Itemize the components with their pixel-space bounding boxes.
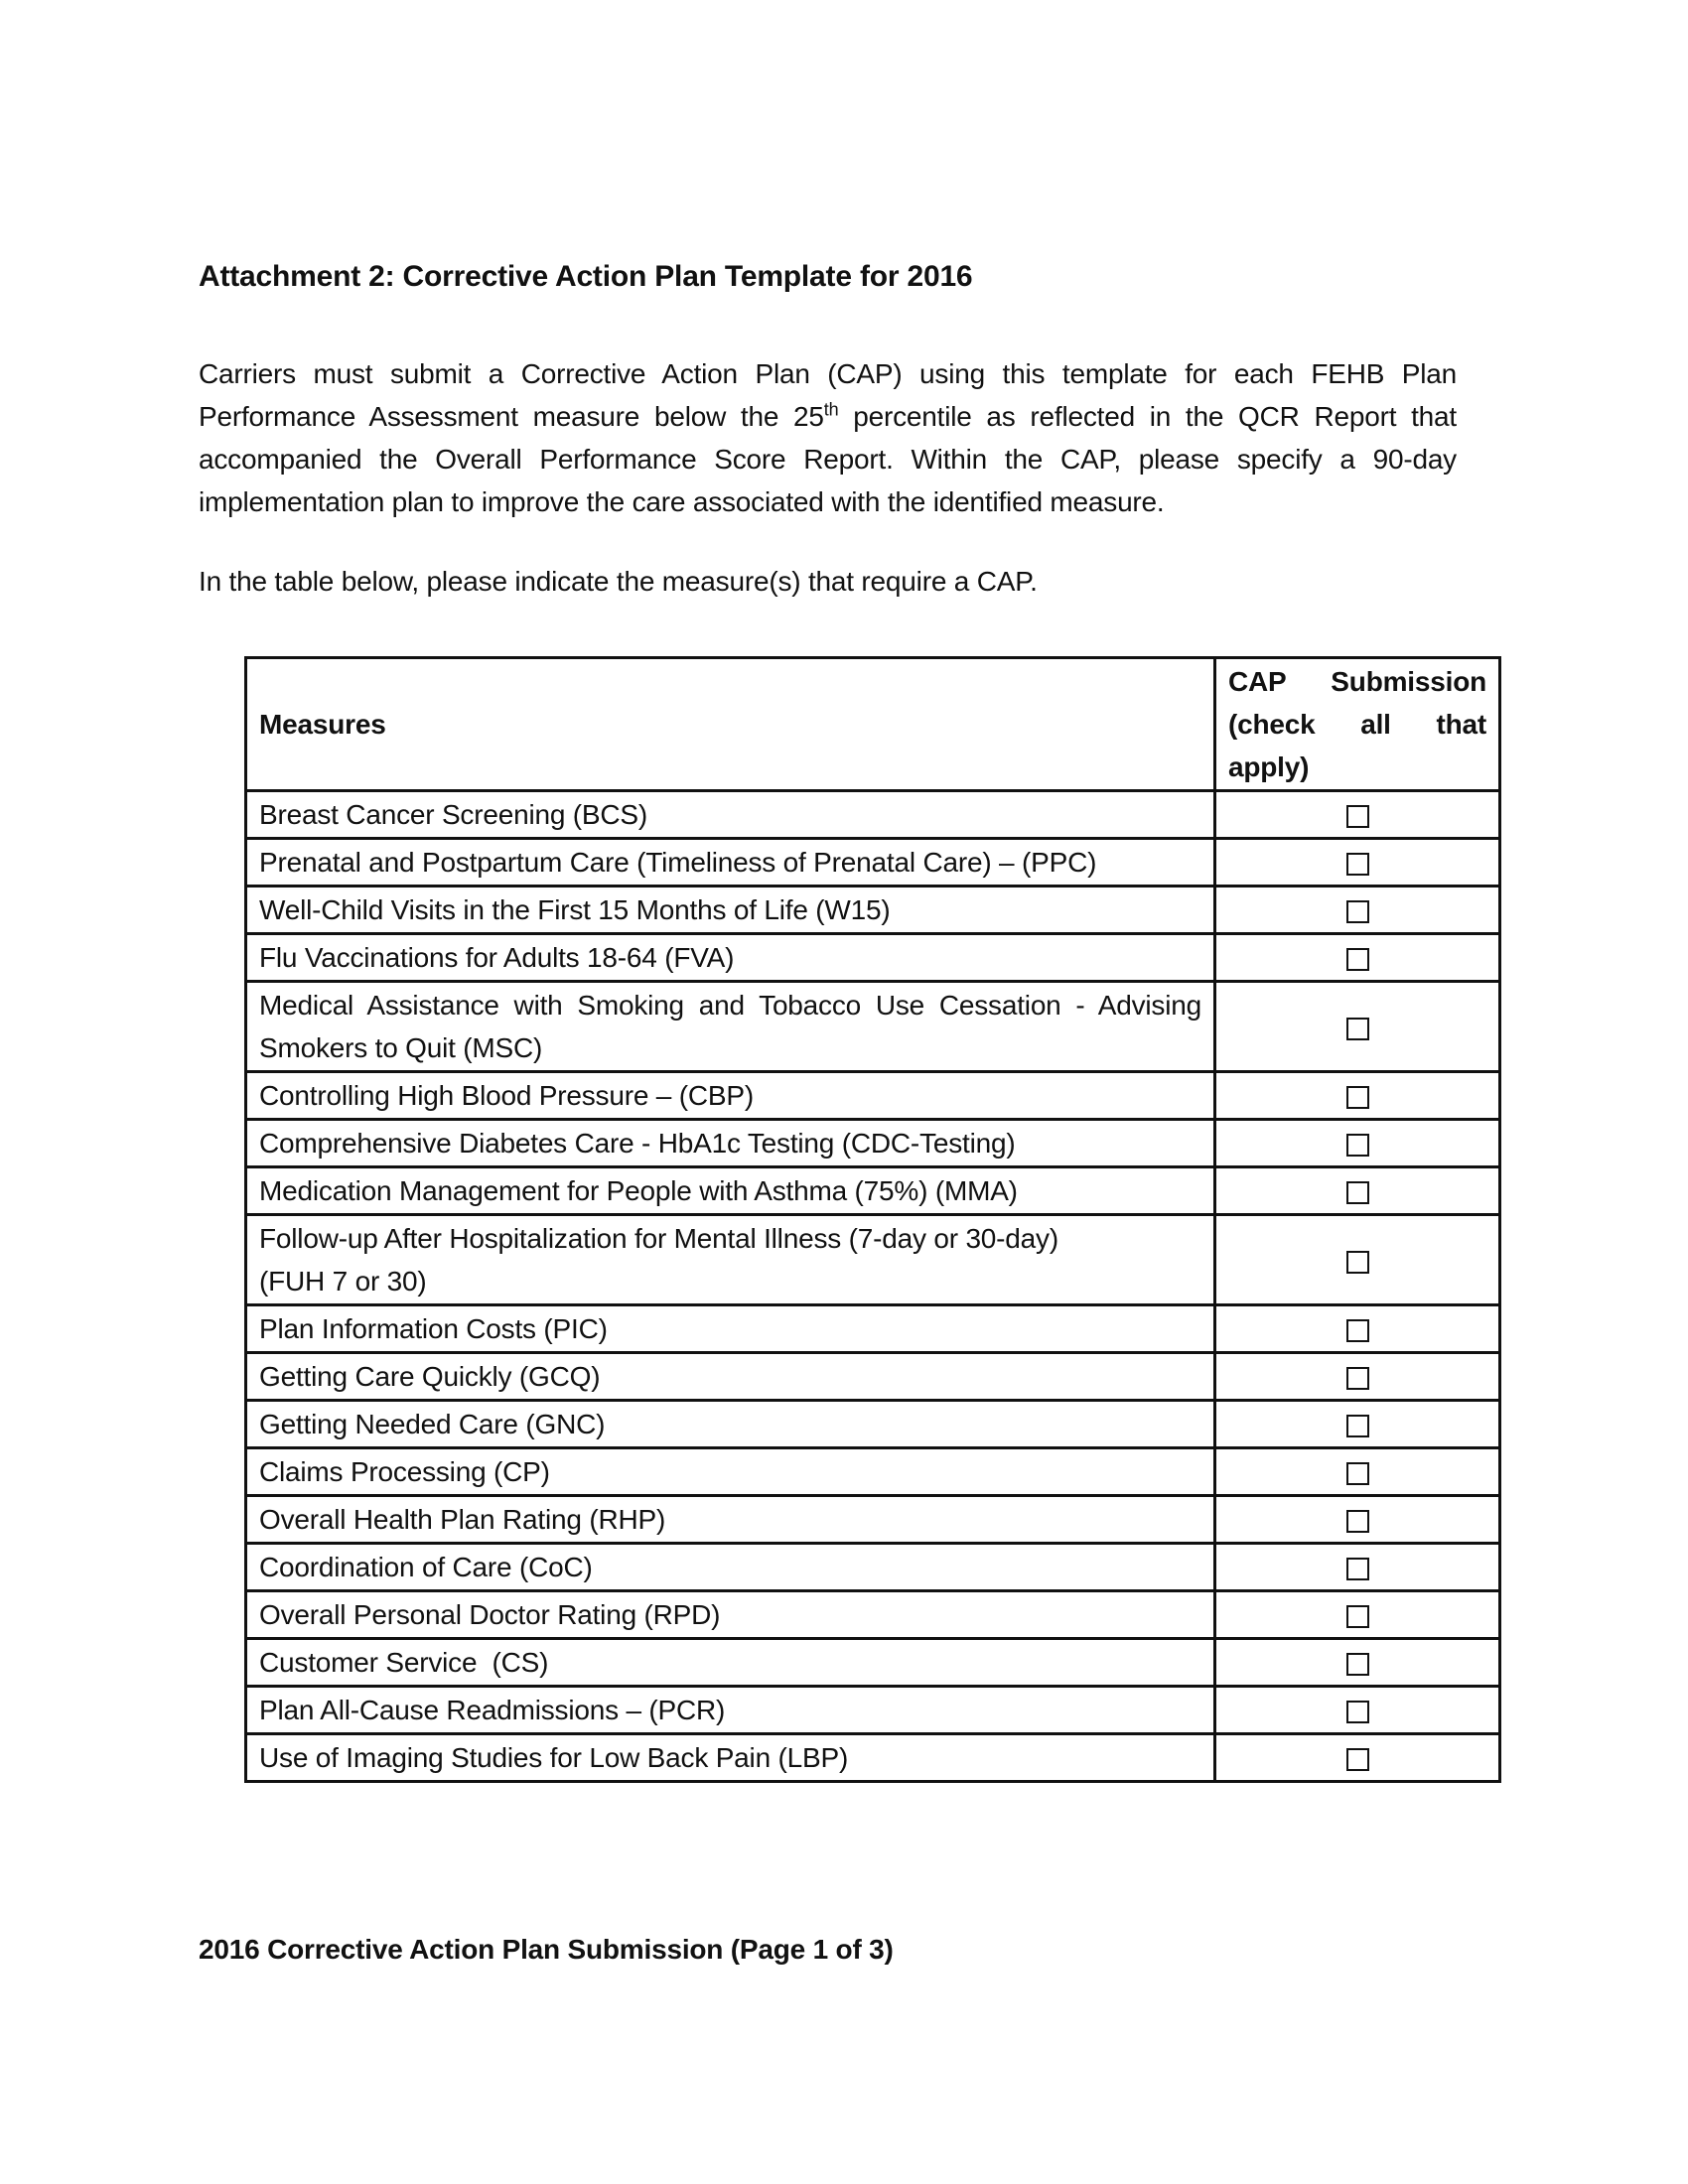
cap-checkbox-cell <box>1213 980 1501 1073</box>
cap-checkbox-cell <box>1213 1399 1501 1449</box>
cap-checkbox[interactable] <box>1345 1250 1369 1274</box>
table-row: Well-Child Visits in the First 15 Months… <box>244 885 1501 935</box>
cap-checkbox[interactable] <box>1345 1701 1369 1724</box>
page-footer: 2016 Corrective Action Plan Submission (… <box>199 1934 894 1965</box>
cap-checkbox[interactable] <box>1345 853 1369 877</box>
cap-checkbox[interactable] <box>1345 1653 1369 1677</box>
header-row: Measures CAP Submission (check all that … <box>244 656 1501 792</box>
measure-label: Coordination of Care (CoC) <box>244 1542 1216 1592</box>
table-row: Breast Cancer Screening (BCS) <box>244 789 1501 840</box>
table-row: Customer Service (CS) <box>244 1637 1501 1688</box>
cap-checkbox[interactable] <box>1345 1415 1369 1438</box>
cap-checkbox-cell <box>1213 1070 1501 1121</box>
cap-checkbox-cell <box>1213 1213 1501 1306</box>
measure-label: Follow-up After Hospitalization for Ment… <box>244 1213 1216 1306</box>
intro-paragraph: Carriers must submit a Corrective Action… <box>199 352 1457 523</box>
measure-label: Overall Personal Doctor Rating (RPD) <box>244 1589 1216 1640</box>
measure-label: Customer Service (CS) <box>244 1637 1216 1688</box>
table-row: Overall Health Plan Rating (RHP) <box>244 1494 1501 1545</box>
cap-checkbox-cell <box>1213 1446 1501 1497</box>
measure-label: Medical Assistance with Smoking and Toba… <box>244 980 1216 1073</box>
table-row: Medication Management for People with As… <box>244 1165 1501 1216</box>
cap-checkbox[interactable] <box>1345 1367 1369 1391</box>
cap-checkbox-cell <box>1213 1637 1501 1688</box>
table-row: Comprehensive Diabetes Care - HbA1c Test… <box>244 1118 1501 1168</box>
cap-checkbox-cell <box>1213 1589 1501 1640</box>
document-content: Attachment 2: Corrective Action Plan Tem… <box>199 0 1501 1971</box>
measures-column-header: Measures <box>244 656 1216 792</box>
measure-label: Medication Management for People with As… <box>244 1165 1216 1216</box>
measure-label: Getting Needed Care (GNC) <box>244 1399 1216 1449</box>
measure-label: Controlling High Blood Pressure – (CBP) <box>244 1070 1216 1121</box>
cap-checkbox[interactable] <box>1345 1558 1369 1581</box>
cap-checkbox-cell <box>1213 789 1501 840</box>
cap-checkbox[interactable] <box>1345 1462 1369 1486</box>
cap-checkbox[interactable] <box>1345 948 1369 972</box>
table-row: Getting Care Quickly (GCQ) <box>244 1351 1501 1402</box>
cap-checkbox[interactable] <box>1345 1134 1369 1158</box>
table-row: Claims Processing (CP) <box>244 1446 1501 1497</box>
measure-label: Prenatal and Postpartum Care (Timeliness… <box>244 837 1216 887</box>
table-instruction-note: In the table below, please indicate the … <box>199 566 1038 597</box>
cap-submission-column-header: CAP Submission (check all that apply) <box>1213 656 1501 792</box>
measures-table-body: Breast Cancer Screening (BCS) Prenatal a… <box>244 789 1501 1783</box>
cap-checkbox-cell <box>1213 1165 1501 1216</box>
measure-label: Flu Vaccinations for Adults 18-64 (FVA) <box>244 932 1216 983</box>
table-row: Prenatal and Postpartum Care (Timeliness… <box>244 837 1501 887</box>
table-row: Follow-up After Hospitalization for Ment… <box>244 1213 1501 1306</box>
measures-table-header: Measures CAP Submission (check all that … <box>244 656 1501 792</box>
intro-text-part1: Carriers must submit a Corrective Action… <box>199 358 1457 432</box>
cap-checkbox-cell <box>1213 1351 1501 1402</box>
cap-checkbox[interactable] <box>1345 1510 1369 1534</box>
cap-checkbox[interactable] <box>1345 1017 1369 1040</box>
measure-label: Claims Processing (CP) <box>244 1446 1216 1497</box>
cap-checkbox-cell <box>1213 1118 1501 1168</box>
cap-checkbox-cell <box>1213 1732 1501 1783</box>
measure-label: Use of Imaging Studies for Low Back Pain… <box>244 1732 1216 1783</box>
cap-checkbox-cell <box>1213 885 1501 935</box>
measure-label: Breast Cancer Screening (BCS) <box>244 789 1216 840</box>
measure-label: Plan Information Costs (PIC) <box>244 1303 1216 1354</box>
cap-checkbox[interactable] <box>1345 1748 1369 1772</box>
cap-checkbox-cell <box>1213 1542 1501 1592</box>
table-row: Plan Information Costs (PIC) <box>244 1303 1501 1354</box>
cap-checkbox[interactable] <box>1345 900 1369 924</box>
cap-checkbox[interactable] <box>1345 805 1369 829</box>
table-row: Plan All-Cause Readmissions – (PCR) <box>244 1685 1501 1735</box>
measure-label: Well-Child Visits in the First 15 Months… <box>244 885 1216 935</box>
table-row: Controlling High Blood Pressure – (CBP) <box>244 1070 1501 1121</box>
measure-label: Comprehensive Diabetes Care - HbA1c Test… <box>244 1118 1216 1168</box>
percentile-superscript: th <box>823 399 839 420</box>
cap-checkbox[interactable] <box>1345 1319 1369 1343</box>
table-row: Use of Imaging Studies for Low Back Pain… <box>244 1732 1501 1783</box>
measure-label: Overall Health Plan Rating (RHP) <box>244 1494 1216 1545</box>
table-row: Medical Assistance with Smoking and Toba… <box>244 980 1501 1073</box>
cap-checkbox-cell <box>1213 1303 1501 1354</box>
table-row: Getting Needed Care (GNC) <box>244 1399 1501 1449</box>
cap-checkbox[interactable] <box>1345 1086 1369 1110</box>
page-title: Attachment 2: Corrective Action Plan Tem… <box>199 260 973 293</box>
intro-text-part2: percentile as reflected in the QCR Repor… <box>199 401 1458 517</box>
cap-checkbox-cell <box>1213 837 1501 887</box>
cap-checkbox[interactable] <box>1345 1605 1369 1629</box>
cap-checkbox-cell <box>1213 1494 1501 1545</box>
measure-label: Plan All-Cause Readmissions – (PCR) <box>244 1685 1216 1735</box>
table-row: Overall Personal Doctor Rating (RPD) <box>244 1589 1501 1640</box>
table-row: Flu Vaccinations for Adults 18-64 (FVA) <box>244 932 1501 983</box>
measures-table: Measures CAP Submission (check all that … <box>244 656 1501 1783</box>
measure-label: Getting Care Quickly (GCQ) <box>244 1351 1216 1402</box>
cap-checkbox-cell <box>1213 932 1501 983</box>
table-row: Coordination of Care (CoC) <box>244 1542 1501 1592</box>
cap-checkbox[interactable] <box>1345 1181 1369 1205</box>
cap-checkbox-cell <box>1213 1685 1501 1735</box>
